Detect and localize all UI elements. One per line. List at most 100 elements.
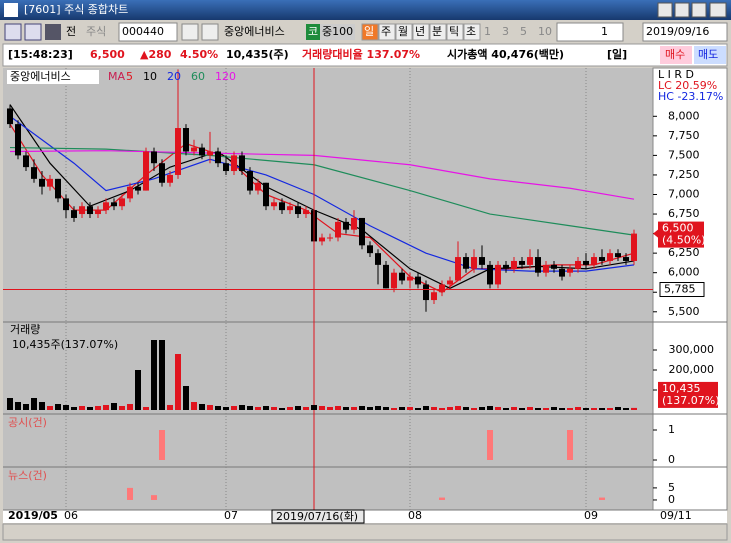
app-icon	[4, 3, 18, 17]
tool-button[interactable]	[45, 24, 61, 40]
y-tick-label: 6,250	[668, 246, 700, 259]
ma-line	[9, 123, 635, 293]
legend-entry: 10	[143, 70, 157, 83]
candle-body	[351, 217, 357, 230]
candle-body	[447, 280, 453, 285]
buy-button[interactable]	[660, 46, 692, 64]
rate: 4.50%	[180, 48, 218, 61]
volume-bar	[215, 406, 221, 410]
volume-bar	[151, 340, 157, 410]
tool-button[interactable]	[4, 23, 22, 41]
volume-bar	[15, 402, 21, 410]
period-button[interactable]	[412, 23, 430, 41]
count-box[interactable]	[556, 22, 624, 42]
date: 2019/09/16	[646, 25, 709, 38]
exchange: 코	[308, 25, 318, 38]
y-tick-label: 5,500	[668, 305, 700, 318]
volume-bar	[431, 407, 437, 410]
last-rate: (4.50%)	[662, 234, 706, 247]
volume-bar	[167, 405, 173, 410]
volume-bar	[367, 407, 373, 410]
x-tick-label: 09	[584, 509, 598, 522]
volume-bar	[511, 407, 517, 410]
volume-bar	[279, 408, 285, 410]
period-button[interactable]	[429, 23, 447, 41]
volume-bar	[599, 408, 605, 410]
y-tick-label: 300,000	[669, 343, 715, 356]
x-tick-label: 07	[224, 509, 238, 522]
period-button[interactable]	[446, 23, 464, 41]
window-buttons[interactable]	[657, 2, 727, 18]
sell-button[interactable]	[694, 46, 726, 64]
interval[interactable]: 10	[538, 25, 552, 38]
candle-body	[231, 155, 237, 172]
type-tab[interactable]: 주식	[86, 25, 106, 38]
search-button[interactable]	[181, 23, 199, 41]
interval[interactable]: 1	[484, 25, 491, 38]
volume-bar	[287, 407, 293, 410]
candle-body	[143, 151, 149, 191]
plot-area	[3, 68, 653, 510]
candle-body	[127, 186, 133, 199]
volume-bar	[311, 405, 317, 410]
candle-body	[55, 178, 61, 199]
end-label: 09/11	[660, 509, 692, 522]
candle-body	[23, 155, 29, 168]
candle-body	[183, 128, 189, 152]
candle-body	[431, 292, 437, 301]
candle-body	[207, 151, 213, 156]
side-label: L I R D	[658, 68, 694, 81]
event-bar	[487, 430, 493, 460]
y-tick-label: 8,000	[668, 109, 700, 122]
y-tick-label: 1	[668, 423, 675, 436]
candle-body	[79, 206, 85, 215]
candle-body	[103, 202, 109, 211]
x-tick-label: 2019/05	[8, 509, 58, 522]
interval[interactable]: 5	[520, 25, 527, 38]
volume-bar	[55, 404, 61, 410]
date-box[interactable]	[642, 22, 728, 42]
candle-body	[551, 264, 557, 269]
candle-body	[343, 221, 349, 230]
volume-bar	[175, 354, 181, 410]
period-button[interactable]	[395, 23, 413, 41]
volume-bar	[295, 406, 301, 410]
period: 년	[415, 25, 425, 38]
candle-body	[95, 210, 101, 215]
volume-bar	[335, 406, 341, 410]
volume-bar	[255, 407, 261, 410]
code-box[interactable]	[118, 22, 178, 42]
period-button[interactable]	[378, 23, 396, 41]
candle-body	[47, 178, 53, 187]
scrollbar[interactable]	[2, 523, 728, 541]
volume-bar	[407, 407, 413, 410]
volume-bar	[247, 406, 253, 410]
candle-body	[559, 268, 565, 277]
legend-title: 중앙에너비스	[10, 70, 71, 83]
tool-button[interactable]	[24, 23, 42, 41]
volume-bar	[375, 406, 381, 410]
volume-bar	[63, 405, 69, 410]
candle-body	[7, 108, 13, 125]
period: [일]	[607, 47, 627, 61]
volume-bar	[7, 398, 13, 410]
toolbar: 전 주식 000440 중앙에너비스 코 중100 1 2019/09/16	[4, 22, 728, 42]
volume-bar	[103, 405, 109, 410]
volume-bar	[399, 407, 405, 410]
volume-bar	[487, 406, 493, 410]
side-label: HC -23.17%	[658, 90, 723, 103]
market-tab[interactable]: 전	[66, 25, 76, 38]
interval[interactable]: 3	[502, 25, 509, 38]
volume-bar	[119, 406, 125, 410]
volume-bar	[543, 408, 549, 410]
window-title: [7601] 주식 종합차트	[24, 3, 128, 16]
candle-body	[527, 257, 533, 265]
refresh-button[interactable]	[201, 23, 219, 41]
crosshair-y-label: 5,785	[664, 283, 696, 296]
candle-body	[263, 182, 269, 207]
candle-body	[423, 284, 429, 301]
period-button[interactable]	[361, 23, 379, 41]
volume-bar	[623, 408, 629, 410]
period-button[interactable]	[463, 23, 481, 41]
candle-body	[327, 237, 333, 239]
